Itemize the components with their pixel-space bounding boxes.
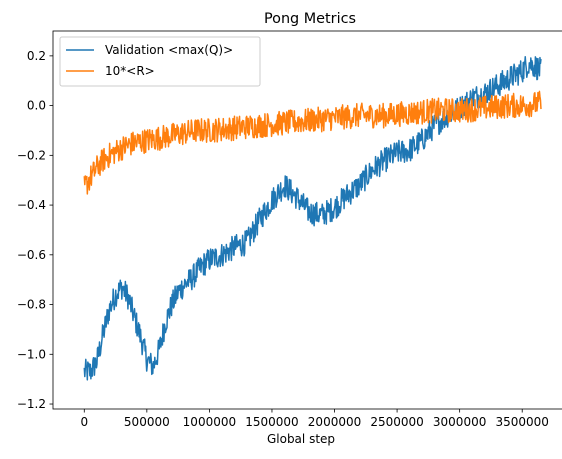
series-line-2 [83,90,542,195]
x-tick-label: 2500000 [370,415,423,429]
x-tick-label: 2000000 [308,415,361,429]
series-layer [83,56,542,381]
y-tick-label: −0.8 [17,298,46,312]
legend-label-2: 10*<R> [105,64,155,78]
y-axis: −1.2 −1.0 −0.8 −0.6 −0.4 −0.2 0.0 0.2 [17,49,53,411]
y-tick-label: −0.2 [17,148,46,162]
legend-label-1: Validation <max(Q)> [105,43,233,57]
y-tick-label: −1.2 [17,397,46,411]
y-tick-label: 0.2 [27,49,46,63]
x-tick-label: 500000 [124,415,170,429]
x-tick-label: 1500000 [245,415,298,429]
x-tick-label: 3000000 [433,415,486,429]
x-tick-label: 0 [80,415,88,429]
legend-box [59,36,261,87]
x-axis-label: Global step [267,432,335,446]
legend: Validation <max(Q)> 10*<R> [59,36,261,87]
y-tick-label: 0.0 [27,99,46,113]
x-axis: 0 500000 1000000 1500000 2000000 2500000 30000… [80,409,549,429]
x-tick-label: 1000000 [183,415,236,429]
y-tick-label: −0.4 [17,198,46,212]
plot-frame [52,30,562,410]
y-tick-label: −1.0 [17,347,46,361]
x-tick-label: 3500000 [495,415,548,429]
y-tick-label: −0.6 [17,248,46,262]
chart-title: Pong Metrics [264,11,356,27]
